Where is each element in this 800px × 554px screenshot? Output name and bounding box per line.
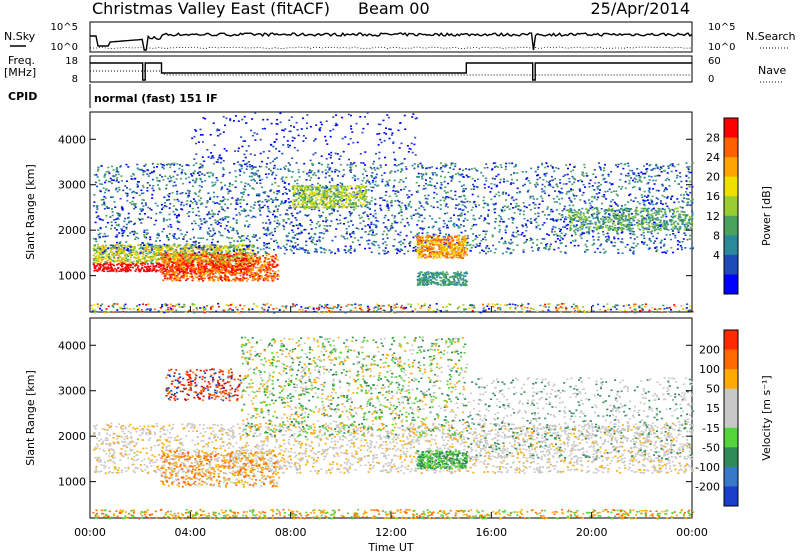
colorbar-tick-label: -100 <box>695 461 720 474</box>
colorbar-tick-label: 24 <box>706 151 720 164</box>
colorbar-segment <box>724 408 738 429</box>
ytick-label: 3000 <box>58 179 86 192</box>
power-colorbar: 28 24 20 16 12 8 4 <box>706 117 739 295</box>
noise-left-tick-bottom: 10^0 <box>51 42 78 53</box>
colorbar-tick-label: 16 <box>706 190 720 203</box>
noise-left-tick-top: 10^5 <box>51 22 78 33</box>
cpid-label: CPID <box>8 90 37 103</box>
noise-sky-line <box>90 32 693 51</box>
station-title: Christmas Valley East (fitACF) <box>92 0 330 18</box>
xaxis-label: Time UT <box>367 541 413 554</box>
colorbar-tick-label: 100 <box>699 363 720 376</box>
colorbar-segment <box>724 137 738 158</box>
colorbar-segment <box>724 486 738 507</box>
colorbar-tick-label: 15 <box>706 402 720 415</box>
colorbar-segment <box>724 254 738 275</box>
ytick-label: 1000 <box>58 476 86 489</box>
colorbar-tick-label: 200 <box>699 344 720 357</box>
colorbar-tick-label: 28 <box>706 132 720 145</box>
ytick-label: 4000 <box>58 339 86 352</box>
colorbar-segment <box>724 447 738 468</box>
colorbar-segment <box>724 349 738 370</box>
noise-right-tick-bottom: 10^0 <box>708 42 735 53</box>
ytick-label: 4000 <box>58 133 86 146</box>
colorbar-segment <box>724 215 738 236</box>
colorbar-segment <box>724 118 738 139</box>
freq-left-tick-top: 18 <box>65 56 78 67</box>
colorbar-tick-label: -50 <box>702 441 720 454</box>
power-panel-frame <box>89 111 693 313</box>
velocity-colorbar: 200 100 50 15 -15 -50 -100 -200 <box>695 329 739 507</box>
xtick-label: 00:00 <box>74 526 106 539</box>
ytick-label: 2000 <box>58 430 86 443</box>
colorbar-tick-label: 4 <box>713 249 720 262</box>
xtick-label: 08:00 <box>275 526 307 539</box>
colorbar-segment <box>724 274 738 295</box>
xtick-label: 00:00 <box>676 526 708 539</box>
velocity-ylabel: Slant Range [km] <box>24 370 37 466</box>
ytick-label: 1000 <box>58 270 86 283</box>
freq-line <box>90 62 692 81</box>
freq-panel-frame <box>89 55 693 83</box>
xtick-label: 20:00 <box>576 526 608 539</box>
power-ylabel: Slant Range [km] <box>24 164 37 260</box>
colorbar-tick-label: -200 <box>695 480 720 493</box>
colorbar-tick-label: 8 <box>713 229 720 242</box>
nave-label: Nave <box>758 64 786 77</box>
nave-right-tick-bottom: 0 <box>708 74 714 85</box>
colorbar-tick-label: 50 <box>706 383 720 396</box>
noise-panel-frame <box>89 21 693 53</box>
xtick-label: 04:00 <box>174 526 206 539</box>
cpid-text: normal (fast) 151 IF <box>94 92 218 105</box>
xtick-label: 12:00 <box>375 526 407 539</box>
nsearch-label: N.Search <box>746 30 796 43</box>
colorbar-segment <box>724 466 738 487</box>
power-scatter <box>90 112 694 314</box>
ytick-label: 2000 <box>58 224 86 237</box>
colorbar-segment <box>724 427 738 448</box>
colorbar-tick-label: 12 <box>706 210 720 223</box>
freq-left-tick-bottom: 8 <box>72 74 78 85</box>
colorbar-segment <box>724 330 738 351</box>
ytick-label: 3000 <box>58 385 86 398</box>
colorbar-segment <box>724 369 738 390</box>
velocity-scatter <box>92 336 694 520</box>
beam-label: Beam 00 <box>358 0 430 18</box>
freq-label: Freq. <box>8 54 35 67</box>
date-label: 25/Apr/2014 <box>590 0 690 18</box>
noise-right-tick-top: 10^5 <box>708 22 735 33</box>
velocity-colorbar-label: Velocity [m s⁻¹] <box>760 375 773 460</box>
nsky-label: N.Sky <box>4 30 36 43</box>
colorbar-tick-label: 20 <box>706 171 720 184</box>
colorbar-segment <box>724 196 738 217</box>
colorbar-segment <box>724 176 738 197</box>
noise-search-line <box>89 46 693 49</box>
nave-right-tick-top: 60 <box>708 56 721 67</box>
colorbar-tick-label: -15 <box>702 422 720 435</box>
colorbar-segment <box>724 235 738 256</box>
power-colorbar-label: Power [dB] <box>760 186 773 246</box>
xtick-label: 16:00 <box>475 526 507 539</box>
colorbar-segment <box>724 157 738 178</box>
velocity-panel-frame <box>89 317 693 519</box>
freq-unit-label: [MHz] <box>4 66 36 79</box>
colorbar-segment <box>724 388 738 409</box>
